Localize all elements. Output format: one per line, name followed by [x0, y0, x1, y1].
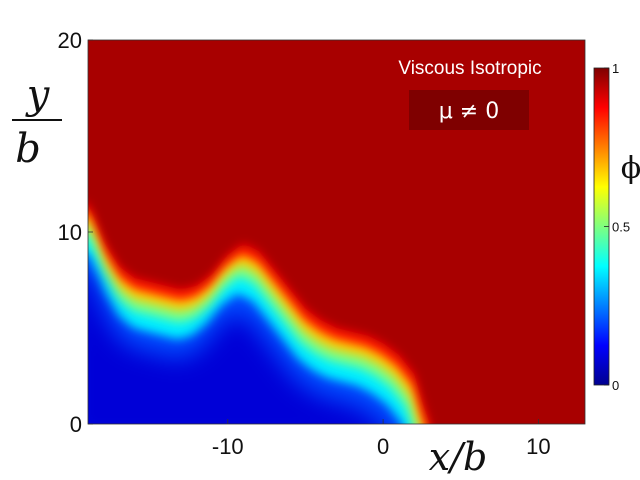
y-tick: 20 [58, 28, 93, 53]
y-tick-label: 0 [70, 412, 82, 437]
y-axis-label-denominator: b [15, 126, 41, 172]
interface-bands [88, 203, 430, 424]
annotation: Viscous Isotropic μ ≠ 0 [398, 58, 542, 130]
y-tick-label: 10 [58, 220, 82, 245]
colorbar-label: ϕ [621, 151, 640, 186]
x-axis-ticks: -10 0 10 [212, 419, 551, 459]
band-blue [88, 272, 383, 424]
y-axis-ticks: 0 10 20 [58, 28, 93, 437]
colorbar-tick: 1 [604, 61, 619, 76]
x-tick-label: 10 [526, 434, 550, 459]
colorbar-ticks: 00.51 [604, 61, 630, 393]
annotation-box [409, 90, 529, 130]
colorbar-tick-label: 0.5 [612, 220, 630, 235]
y-axis-label-numerator: y [25, 72, 51, 118]
y-tick: 10 [58, 220, 93, 245]
x-tick: 0 [377, 419, 389, 459]
x-tick: 10 [526, 419, 551, 459]
x-axis-label: x/b [429, 435, 488, 479]
y-tick-label: 20 [58, 28, 82, 53]
colorbar-tick-label: 1 [612, 61, 619, 76]
y-axis-label: y b [12, 72, 62, 172]
colorbar-tick-label: 0 [612, 378, 619, 393]
y-tick: 0 [70, 412, 93, 437]
annotation-condition: μ ≠ 0 [439, 99, 499, 124]
colorbar-tick: 0 [604, 378, 619, 393]
x-tick-label: 0 [377, 434, 389, 459]
colorbar-tick: 0.5 [604, 220, 630, 235]
x-tick-label: -10 [212, 434, 244, 459]
annotation-title: Viscous Isotropic [398, 58, 541, 79]
x-tick: -10 [212, 419, 244, 459]
colorbar: 00.51 ϕ [593, 61, 640, 393]
